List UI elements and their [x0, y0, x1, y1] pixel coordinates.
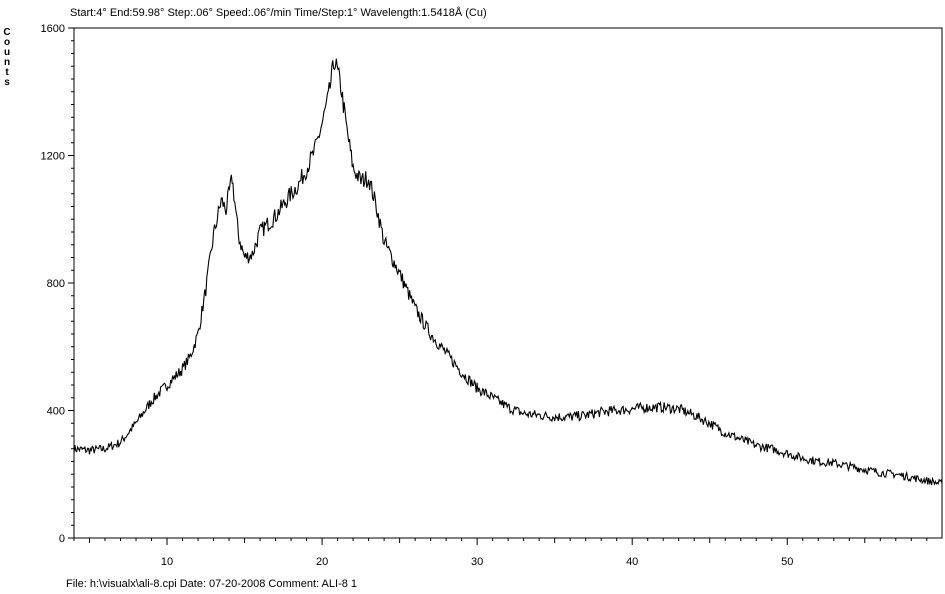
x-tick-label: 20 — [316, 556, 328, 568]
y-axis-label-letter: C — [3, 27, 11, 38]
y-axis-label-letter: t — [5, 67, 9, 78]
x-tick-label: 30 — [471, 556, 483, 568]
x-tick-label: 40 — [626, 556, 638, 568]
y-tick-label: 400 — [47, 406, 65, 418]
file-info-footer: File: h:\visualx\ali-8.cpi Date: 07-20-2… — [66, 578, 358, 590]
y-tick-label: 1600 — [41, 23, 65, 35]
x-tick-label: 10 — [161, 556, 173, 568]
y-axis-label-letter: o — [3, 37, 11, 48]
y-tick-label: 800 — [47, 278, 65, 290]
x-tick-label: 50 — [781, 556, 793, 568]
y-axis-label-letter: u — [3, 47, 11, 58]
y-axis-label-letter: n — [3, 57, 11, 68]
y-axis-label-letter: s — [4, 77, 10, 88]
diffraction-series-line — [73, 58, 943, 486]
y-tick-label: 0 — [59, 533, 65, 545]
y-tick-label: 1200 — [41, 151, 65, 163]
scan-parameters-header: Start:4° End:59.98° Step:.06° Speed:.06°… — [70, 7, 487, 19]
